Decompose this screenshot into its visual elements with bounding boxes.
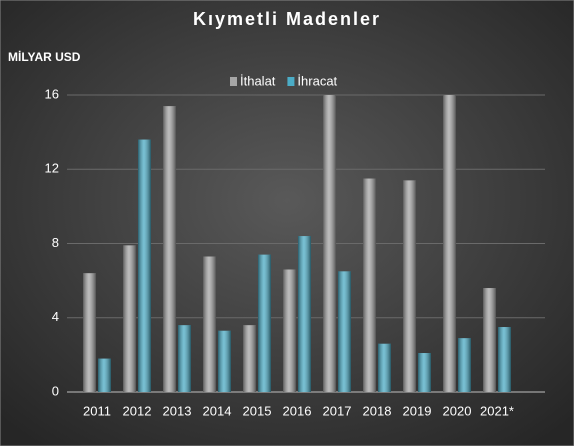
bar-shade (283, 269, 296, 392)
bar-shade (298, 236, 311, 392)
legend-swatch (287, 77, 295, 86)
bar-shade (418, 353, 431, 392)
bar-shade (218, 330, 231, 392)
bar-shade (98, 358, 111, 392)
y-tick-label: 16 (45, 86, 59, 101)
x-tick-label: 2019 (403, 403, 432, 418)
y-tick-label: 12 (45, 161, 59, 176)
bar-shade (258, 254, 271, 392)
chart-title: Kıymetli Madenler (193, 9, 381, 29)
bar-shade (363, 178, 376, 392)
y-tick-label: 8 (52, 235, 59, 250)
bar-shade (83, 273, 96, 392)
x-tick-label: 2012 (123, 403, 152, 418)
bar-shade (378, 343, 391, 392)
x-tick-label: 2014 (203, 403, 232, 418)
bar-shade (443, 95, 456, 392)
bar-shade (483, 288, 496, 392)
bar-shade (138, 139, 151, 392)
bar-shade (338, 271, 351, 392)
bar-shade (323, 95, 336, 392)
bar-shade (203, 256, 216, 392)
x-tick-label: 2016 (283, 403, 312, 418)
y-tick-label: 0 (52, 383, 59, 398)
y-tick-label: 4 (52, 309, 59, 324)
bar-shade (458, 338, 471, 392)
x-tick-label: 2018 (363, 403, 392, 418)
x-tick-label: 2020 (443, 403, 472, 418)
bar-shade (498, 327, 511, 392)
legend-swatch (230, 77, 237, 86)
x-tick-label: 2021* (480, 403, 514, 418)
x-tick-label: 2015 (243, 403, 272, 418)
legend-label: İthalat (240, 73, 276, 88)
x-tick-label: 2011 (83, 403, 111, 418)
bar-shade (163, 106, 176, 392)
legend-label: İhracat (297, 73, 337, 88)
bar-shade (403, 180, 416, 392)
x-tick-label: 2017 (323, 403, 352, 418)
bar-shade (178, 325, 191, 392)
bar-shade (123, 245, 136, 392)
x-tick-label: 2013 (163, 403, 192, 418)
y-axis-label: MİLYAR USD (8, 49, 81, 64)
bar-shade (243, 325, 256, 392)
